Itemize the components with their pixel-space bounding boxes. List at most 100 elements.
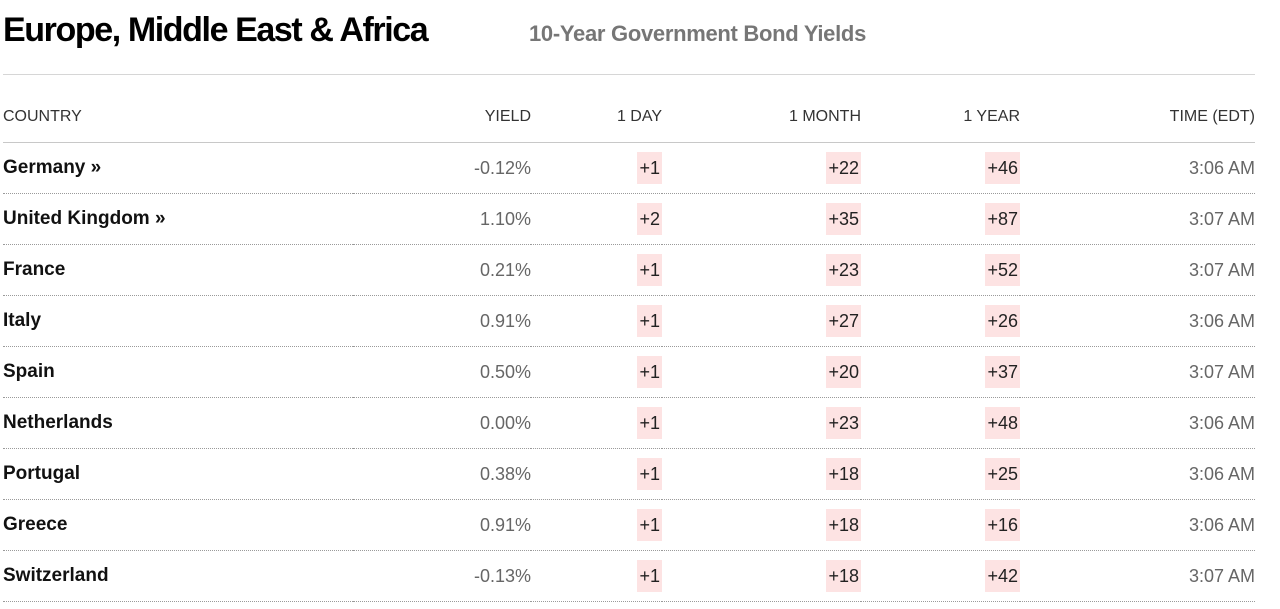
change-1-day-badge: +1 bbox=[637, 305, 662, 337]
country-cell[interactable]: United Kingdom » bbox=[3, 193, 353, 245]
table-row: United Kingdom » 1.10% +2 +35 +87 3:07 A… bbox=[3, 193, 1255, 245]
change-1-month-badge: +18 bbox=[826, 560, 861, 592]
page-title: Europe, Middle East & Africa bbox=[3, 11, 429, 49]
change-1-day-cell: +1 bbox=[531, 550, 662, 602]
table-row: Germany » -0.12% +1 +22 +46 3:06 AM bbox=[3, 142, 1255, 194]
change-1-year-badge: +42 bbox=[985, 560, 1020, 592]
change-1-year-badge: +48 bbox=[985, 407, 1020, 439]
time-cell: 3:07 AM bbox=[1020, 346, 1255, 398]
country-link[interactable]: United Kingdom » bbox=[3, 208, 166, 229]
column-header-1-day: 1 DAY bbox=[531, 92, 662, 143]
change-1-month-cell: +18 bbox=[662, 550, 861, 602]
time-cell: 3:06 AM bbox=[1020, 397, 1255, 449]
table-row: Greece 0.91% +1 +18 +16 3:06 AM bbox=[3, 499, 1255, 551]
change-1-month-badge: +22 bbox=[826, 152, 861, 184]
time-cell: 3:06 AM bbox=[1020, 142, 1255, 194]
country-cell: France bbox=[3, 244, 353, 296]
change-1-day-cell: +2 bbox=[531, 193, 662, 245]
yield-cell: 0.50% bbox=[353, 346, 531, 398]
change-1-month-badge: +18 bbox=[826, 458, 861, 490]
change-1-day-badge: +1 bbox=[637, 560, 662, 592]
column-header-time: TIME (EDT) bbox=[1020, 92, 1255, 143]
change-1-month-cell: +23 bbox=[662, 244, 861, 296]
change-1-month-badge: +23 bbox=[826, 407, 861, 439]
country-cell: Greece bbox=[3, 499, 353, 551]
change-1-day-cell: +1 bbox=[531, 295, 662, 347]
yield-cell: 0.91% bbox=[353, 499, 531, 551]
change-1-month-badge: +27 bbox=[826, 305, 861, 337]
time-cell: 3:06 AM bbox=[1020, 295, 1255, 347]
change-1-day-cell: +1 bbox=[531, 346, 662, 398]
country-cell[interactable]: Germany » bbox=[3, 142, 353, 194]
change-1-year-cell: +52 bbox=[861, 244, 1020, 296]
change-1-month-cell: +22 bbox=[662, 142, 861, 194]
change-1-day-badge: +1 bbox=[637, 356, 662, 388]
column-header-1-year: 1 YEAR bbox=[861, 92, 1020, 143]
change-1-day-cell: +1 bbox=[531, 499, 662, 551]
change-1-month-cell: +20 bbox=[662, 346, 861, 398]
country-cell: Italy bbox=[3, 295, 353, 347]
change-1-day-badge: +1 bbox=[637, 152, 662, 184]
change-1-year-cell: +16 bbox=[861, 499, 1020, 551]
time-cell: 3:07 AM bbox=[1020, 244, 1255, 296]
change-1-year-cell: +37 bbox=[861, 346, 1020, 398]
change-1-year-cell: +42 bbox=[861, 550, 1020, 602]
change-1-year-badge: +26 bbox=[985, 305, 1020, 337]
change-1-year-cell: +87 bbox=[861, 193, 1020, 245]
change-1-month-cell: +18 bbox=[662, 448, 861, 500]
yield-cell: 1.10% bbox=[353, 193, 531, 245]
country-cell: Spain bbox=[3, 346, 353, 398]
page-subtitle: 10-Year Government Bond Yields bbox=[529, 21, 867, 46]
column-header-yield: YIELD bbox=[353, 92, 531, 143]
country-cell: Portugal bbox=[3, 448, 353, 500]
change-1-month-cell: +27 bbox=[662, 295, 861, 347]
country-cell: Netherlands bbox=[3, 397, 353, 449]
yield-cell: 0.00% bbox=[353, 397, 531, 449]
table-row: Italy 0.91% +1 +27 +26 3:06 AM bbox=[3, 295, 1255, 347]
time-cell: 3:06 AM bbox=[1020, 499, 1255, 551]
yield-cell: 0.21% bbox=[353, 244, 531, 296]
change-1-year-cell: +48 bbox=[861, 397, 1020, 449]
time-cell: 3:07 AM bbox=[1020, 550, 1255, 602]
change-1-month-cell: +35 bbox=[662, 193, 861, 245]
change-1-year-badge: +87 bbox=[985, 203, 1020, 235]
time-cell: 3:07 AM bbox=[1020, 193, 1255, 245]
yield-cell: -0.13% bbox=[353, 550, 531, 602]
change-1-day-badge: +1 bbox=[637, 509, 662, 541]
change-1-month-cell: +23 bbox=[662, 397, 861, 449]
table-row: Portugal 0.38% +1 +18 +25 3:06 AM bbox=[3, 448, 1255, 500]
change-1-month-badge: +23 bbox=[826, 254, 861, 286]
change-1-month-cell: +18 bbox=[662, 499, 861, 551]
change-1-month-badge: +20 bbox=[826, 356, 861, 388]
table-row: Switzerland -0.13% +1 +18 +42 3:07 AM bbox=[3, 550, 1255, 602]
table-header-row: COUNTRY YIELD 1 DAY 1 MONTH 1 YEAR TIME … bbox=[3, 92, 1255, 143]
table-row: Netherlands 0.00% +1 +23 +48 3:06 AM bbox=[3, 397, 1255, 449]
table-row: France 0.21% +1 +23 +52 3:07 AM bbox=[3, 244, 1255, 296]
change-1-month-badge: +18 bbox=[826, 509, 861, 541]
change-1-day-badge: +1 bbox=[637, 254, 662, 286]
yield-cell: 0.38% bbox=[353, 448, 531, 500]
change-1-year-cell: +46 bbox=[861, 142, 1020, 194]
column-header-1-month: 1 MONTH bbox=[662, 92, 861, 143]
country-cell: Switzerland bbox=[3, 550, 353, 602]
change-1-day-cell: +1 bbox=[531, 142, 662, 194]
change-1-year-badge: +46 bbox=[985, 152, 1020, 184]
change-1-year-badge: +37 bbox=[985, 356, 1020, 388]
change-1-year-badge: +25 bbox=[985, 458, 1020, 490]
change-1-year-badge: +52 bbox=[985, 254, 1020, 286]
country-link[interactable]: Germany » bbox=[3, 157, 102, 178]
yield-cell: -0.12% bbox=[353, 142, 531, 194]
column-header-country: COUNTRY bbox=[3, 92, 353, 143]
time-cell: 3:06 AM bbox=[1020, 448, 1255, 500]
change-1-month-badge: +35 bbox=[826, 203, 861, 235]
change-1-day-badge: +1 bbox=[637, 458, 662, 490]
change-1-year-cell: +26 bbox=[861, 295, 1020, 347]
change-1-day-cell: +1 bbox=[531, 244, 662, 296]
page-header: Europe, Middle East & Africa 10-Year Gov… bbox=[3, 8, 1255, 75]
change-1-day-cell: +1 bbox=[531, 397, 662, 449]
change-1-day-cell: +1 bbox=[531, 448, 662, 500]
change-1-year-cell: +25 bbox=[861, 448, 1020, 500]
change-1-day-badge: +1 bbox=[637, 407, 662, 439]
change-1-year-badge: +16 bbox=[985, 509, 1020, 541]
yield-cell: 0.91% bbox=[353, 295, 531, 347]
